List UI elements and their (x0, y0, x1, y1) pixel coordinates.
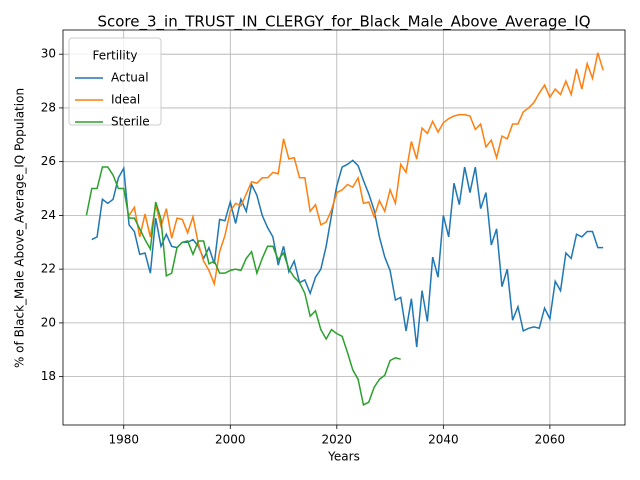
y-tick-label: 20 (41, 315, 56, 329)
legend-title: Fertility (92, 49, 137, 63)
chart-title: Score_3_in_TRUST_IN_CLERGY_for_Black_Mal… (97, 13, 590, 32)
y-tick-label: 22 (41, 262, 56, 276)
y-tick-label: 24 (41, 208, 56, 222)
x-tick-label: 2040 (428, 433, 459, 447)
legend: Fertility Actual Ideal Sterile (68, 37, 162, 129)
x-tick-label: 2020 (322, 433, 353, 447)
legend-label: Sterile (111, 115, 150, 129)
x-axis-label: Years (327, 450, 360, 464)
series-line (85, 166, 401, 406)
y-tick-label: 26 (41, 154, 56, 168)
legend-label: Actual (111, 71, 149, 85)
y-tick-label: 18 (41, 369, 56, 383)
plot-frame (62, 29, 626, 426)
y-tick-label: 30 (41, 47, 56, 61)
legend-box (68, 37, 162, 126)
legend-label: Ideal (111, 93, 140, 107)
y-axis-label: % of Black_Male Above_Average_IQ Populat… (13, 88, 27, 368)
x-tick-label: 2000 (215, 433, 246, 447)
y-tick-label: 28 (41, 100, 56, 114)
series-line (128, 52, 604, 287)
x-tick-label: 1980 (108, 433, 139, 447)
x-tick-label: 2060 (535, 433, 566, 447)
series-line (91, 159, 604, 348)
